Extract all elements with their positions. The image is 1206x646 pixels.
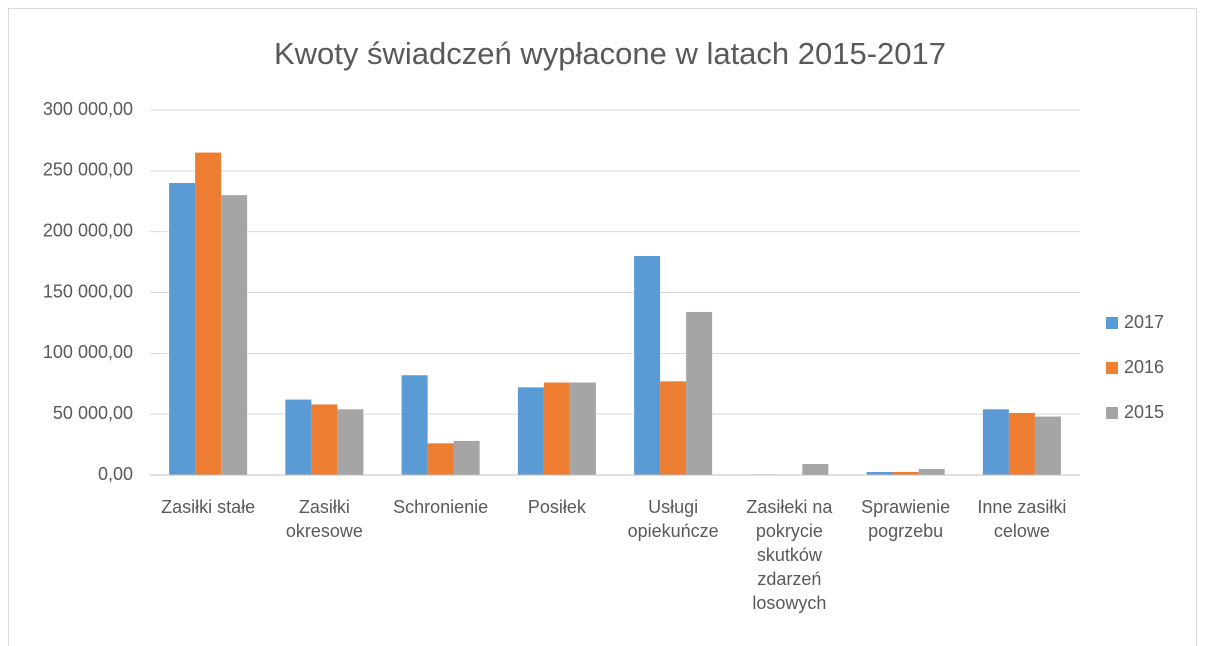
bar	[892, 471, 919, 475]
bar	[517, 387, 544, 475]
bar	[453, 440, 480, 475]
bar	[401, 375, 428, 475]
legend-label: 2017	[1124, 312, 1164, 332]
x-tick-label: Posiłek	[527, 497, 586, 517]
y-tick-label: 200 000,00	[43, 220, 133, 240]
bar	[660, 381, 687, 475]
bar	[866, 471, 893, 475]
x-tick-label: Inne zasiłki celowe	[977, 497, 1067, 541]
bar	[918, 468, 945, 475]
x-tick-label: Zasiłki okresowe	[285, 497, 363, 541]
y-tick-label: 300 000,00	[43, 99, 133, 119]
bar	[221, 195, 248, 475]
y-tick-label: 0,00	[98, 464, 133, 484]
x-tick-label: Usługi opiekuńcze	[627, 497, 719, 541]
bar	[169, 183, 196, 475]
x-tick-label: Sprawienie pogrzebu	[861, 497, 951, 541]
legend-label: 2016	[1124, 357, 1164, 377]
x-tick-label: Zasiłeki na pokrycie skutków zdarzeń los…	[746, 497, 833, 613]
y-tick-label: 150 000,00	[43, 281, 133, 301]
chart-border	[8, 8, 1197, 646]
legend-swatch	[1106, 407, 1118, 419]
y-tick-label: 250 000,00	[43, 160, 133, 180]
bar	[1034, 416, 1061, 475]
y-tick-label: 100 000,00	[43, 342, 133, 362]
bar	[285, 399, 312, 475]
bar	[311, 404, 338, 475]
x-tick-label: Schronienie	[393, 497, 489, 517]
chart-title: Kwoty świadczeń wypłacone w latach 2015-…	[274, 36, 946, 71]
legend-swatch	[1106, 362, 1118, 374]
bar	[686, 311, 713, 475]
bar	[543, 382, 570, 475]
y-tick-label: 50 000,00	[53, 403, 133, 423]
bar	[634, 256, 661, 475]
bar	[982, 409, 1009, 475]
legend-swatch	[1106, 317, 1118, 329]
legend-label: 2015	[1124, 402, 1164, 422]
bar	[337, 409, 364, 475]
bar	[195, 152, 222, 476]
bar	[427, 443, 454, 475]
bar	[802, 464, 829, 475]
x-tick-label: Zasiłki stałe	[161, 497, 256, 517]
bar	[1008, 412, 1035, 475]
bar	[569, 382, 596, 475]
